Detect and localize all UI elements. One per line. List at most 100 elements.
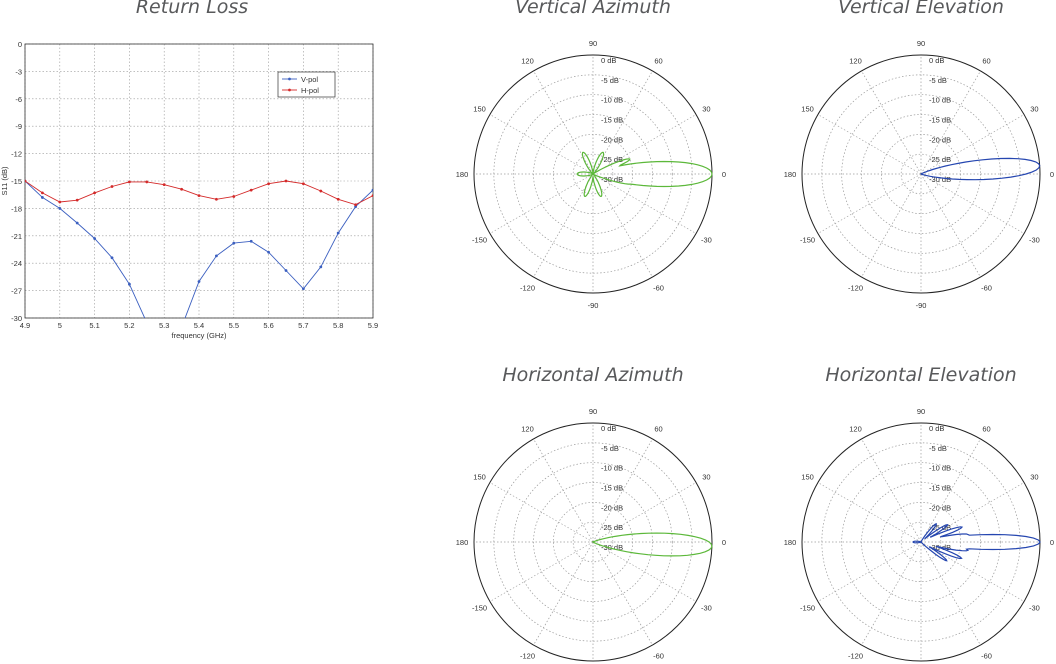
angle-label: 60	[654, 425, 662, 434]
angle-label: 180	[456, 538, 469, 547]
ring-db-label: -10 dB	[929, 96, 951, 105]
x-axis-label: frequency (GHz)	[171, 331, 227, 340]
polar-spoke	[592, 541, 697, 602]
polar-spoke	[861, 70, 922, 175]
angle-label: -60	[981, 651, 992, 660]
angle-label: 90	[589, 407, 597, 416]
horizontal-azimuth-title: Horizontal Azimuth	[502, 364, 684, 386]
data-point	[249, 188, 253, 192]
polar-spoke	[592, 541, 653, 646]
polar-spoke	[861, 438, 922, 543]
x-tick-label: 5.1	[89, 321, 99, 330]
angle-label: 60	[982, 57, 990, 66]
y-tick-label: 0	[18, 40, 22, 49]
legend-label: V-pol	[301, 75, 318, 84]
data-point	[284, 269, 288, 272]
vertical-azimuth-title: Vertical Azimuth	[515, 0, 671, 18]
angle-label: -90	[588, 301, 599, 310]
polar-spoke	[489, 541, 594, 602]
angle-label: -60	[653, 651, 664, 660]
data-point	[163, 344, 166, 347]
data-point	[41, 191, 44, 195]
ring-db-label: -30 dB	[929, 175, 951, 184]
ring-db-label: -20 dB	[929, 135, 951, 144]
y-tick-label: -21	[11, 232, 22, 241]
data-point	[110, 256, 114, 260]
data-point	[93, 191, 96, 195]
y-tick-label: -15	[11, 177, 22, 186]
polar-spoke	[592, 173, 653, 278]
data-point	[75, 221, 79, 225]
angle-label: 60	[982, 425, 990, 434]
angle-label: -90	[916, 301, 927, 310]
data-point	[145, 321, 148, 324]
data-point	[267, 250, 270, 254]
data-point	[197, 194, 201, 198]
ring-db-label: -10 dB	[601, 96, 623, 105]
data-point	[284, 179, 288, 183]
polar-spoke	[920, 438, 981, 543]
polar-grid	[473, 422, 713, 662]
data-point	[232, 241, 236, 245]
y-tick-label: -9	[15, 122, 22, 131]
data-point	[354, 203, 357, 207]
polar-grid	[801, 54, 1041, 294]
ring-db-label: -15 dB	[929, 116, 951, 125]
angle-label: -150	[472, 604, 487, 613]
polar-ring	[900, 153, 942, 195]
ring-db-label: -15 dB	[601, 116, 623, 125]
polar-spoke	[533, 541, 594, 646]
polar-spoke	[592, 482, 697, 543]
y-tick-label: -24	[11, 259, 22, 268]
polar-spoke	[861, 541, 922, 646]
ring-db-label: -15 dB	[929, 484, 951, 493]
angle-label: 30	[702, 105, 710, 114]
ring-db-label: -15 dB	[601, 484, 623, 493]
ring-db-label: -5 dB	[601, 76, 619, 85]
ring-db-label: -25 dB	[929, 155, 951, 164]
polar-ring	[513, 94, 673, 254]
data-point	[75, 198, 79, 202]
angle-label: -30	[701, 604, 712, 613]
x-tick-label: 5.4	[194, 321, 204, 330]
angle-label: 120	[849, 425, 862, 434]
data-point	[58, 200, 62, 204]
data-point	[127, 282, 131, 286]
angle-label: -150	[800, 236, 815, 245]
polar-ring	[473, 422, 713, 662]
ring-db-label: -10 dB	[929, 464, 951, 473]
angle-label: 30	[1030, 473, 1038, 482]
angle-label: -150	[800, 604, 815, 613]
polar-spoke	[592, 114, 697, 175]
data-point	[371, 194, 373, 198]
ring-db-label: 0 dB	[601, 56, 616, 65]
polar-ring	[841, 94, 1001, 254]
angle-label: 0	[722, 170, 726, 179]
polar-grid	[473, 54, 713, 294]
data-point	[93, 237, 96, 240]
polar-spoke	[489, 173, 594, 234]
polar-spoke	[920, 482, 1025, 543]
y-tick-label: -27	[11, 287, 22, 296]
ring-db-label: -20 dB	[601, 135, 623, 144]
x-tick-label: 5.8	[333, 321, 343, 330]
data-point	[180, 326, 183, 329]
angle-label: -30	[1029, 604, 1040, 613]
data-point	[127, 180, 131, 184]
angle-label: 0	[1050, 538, 1054, 547]
angle-label: 150	[473, 473, 486, 482]
data-point	[145, 180, 149, 184]
data-point	[319, 265, 323, 269]
angle-label: 180	[784, 538, 797, 547]
polar-ring	[572, 521, 614, 563]
angle-label: -30	[701, 236, 712, 245]
angle-label: -120	[848, 651, 863, 660]
data-point	[162, 183, 166, 187]
polar-spoke	[861, 173, 922, 278]
polar-spoke	[533, 438, 594, 543]
angle-label: 180	[784, 170, 797, 179]
y-tick-label: -12	[11, 150, 22, 159]
data-point	[319, 189, 323, 193]
polar-spoke	[817, 482, 922, 543]
data-point	[336, 231, 340, 235]
